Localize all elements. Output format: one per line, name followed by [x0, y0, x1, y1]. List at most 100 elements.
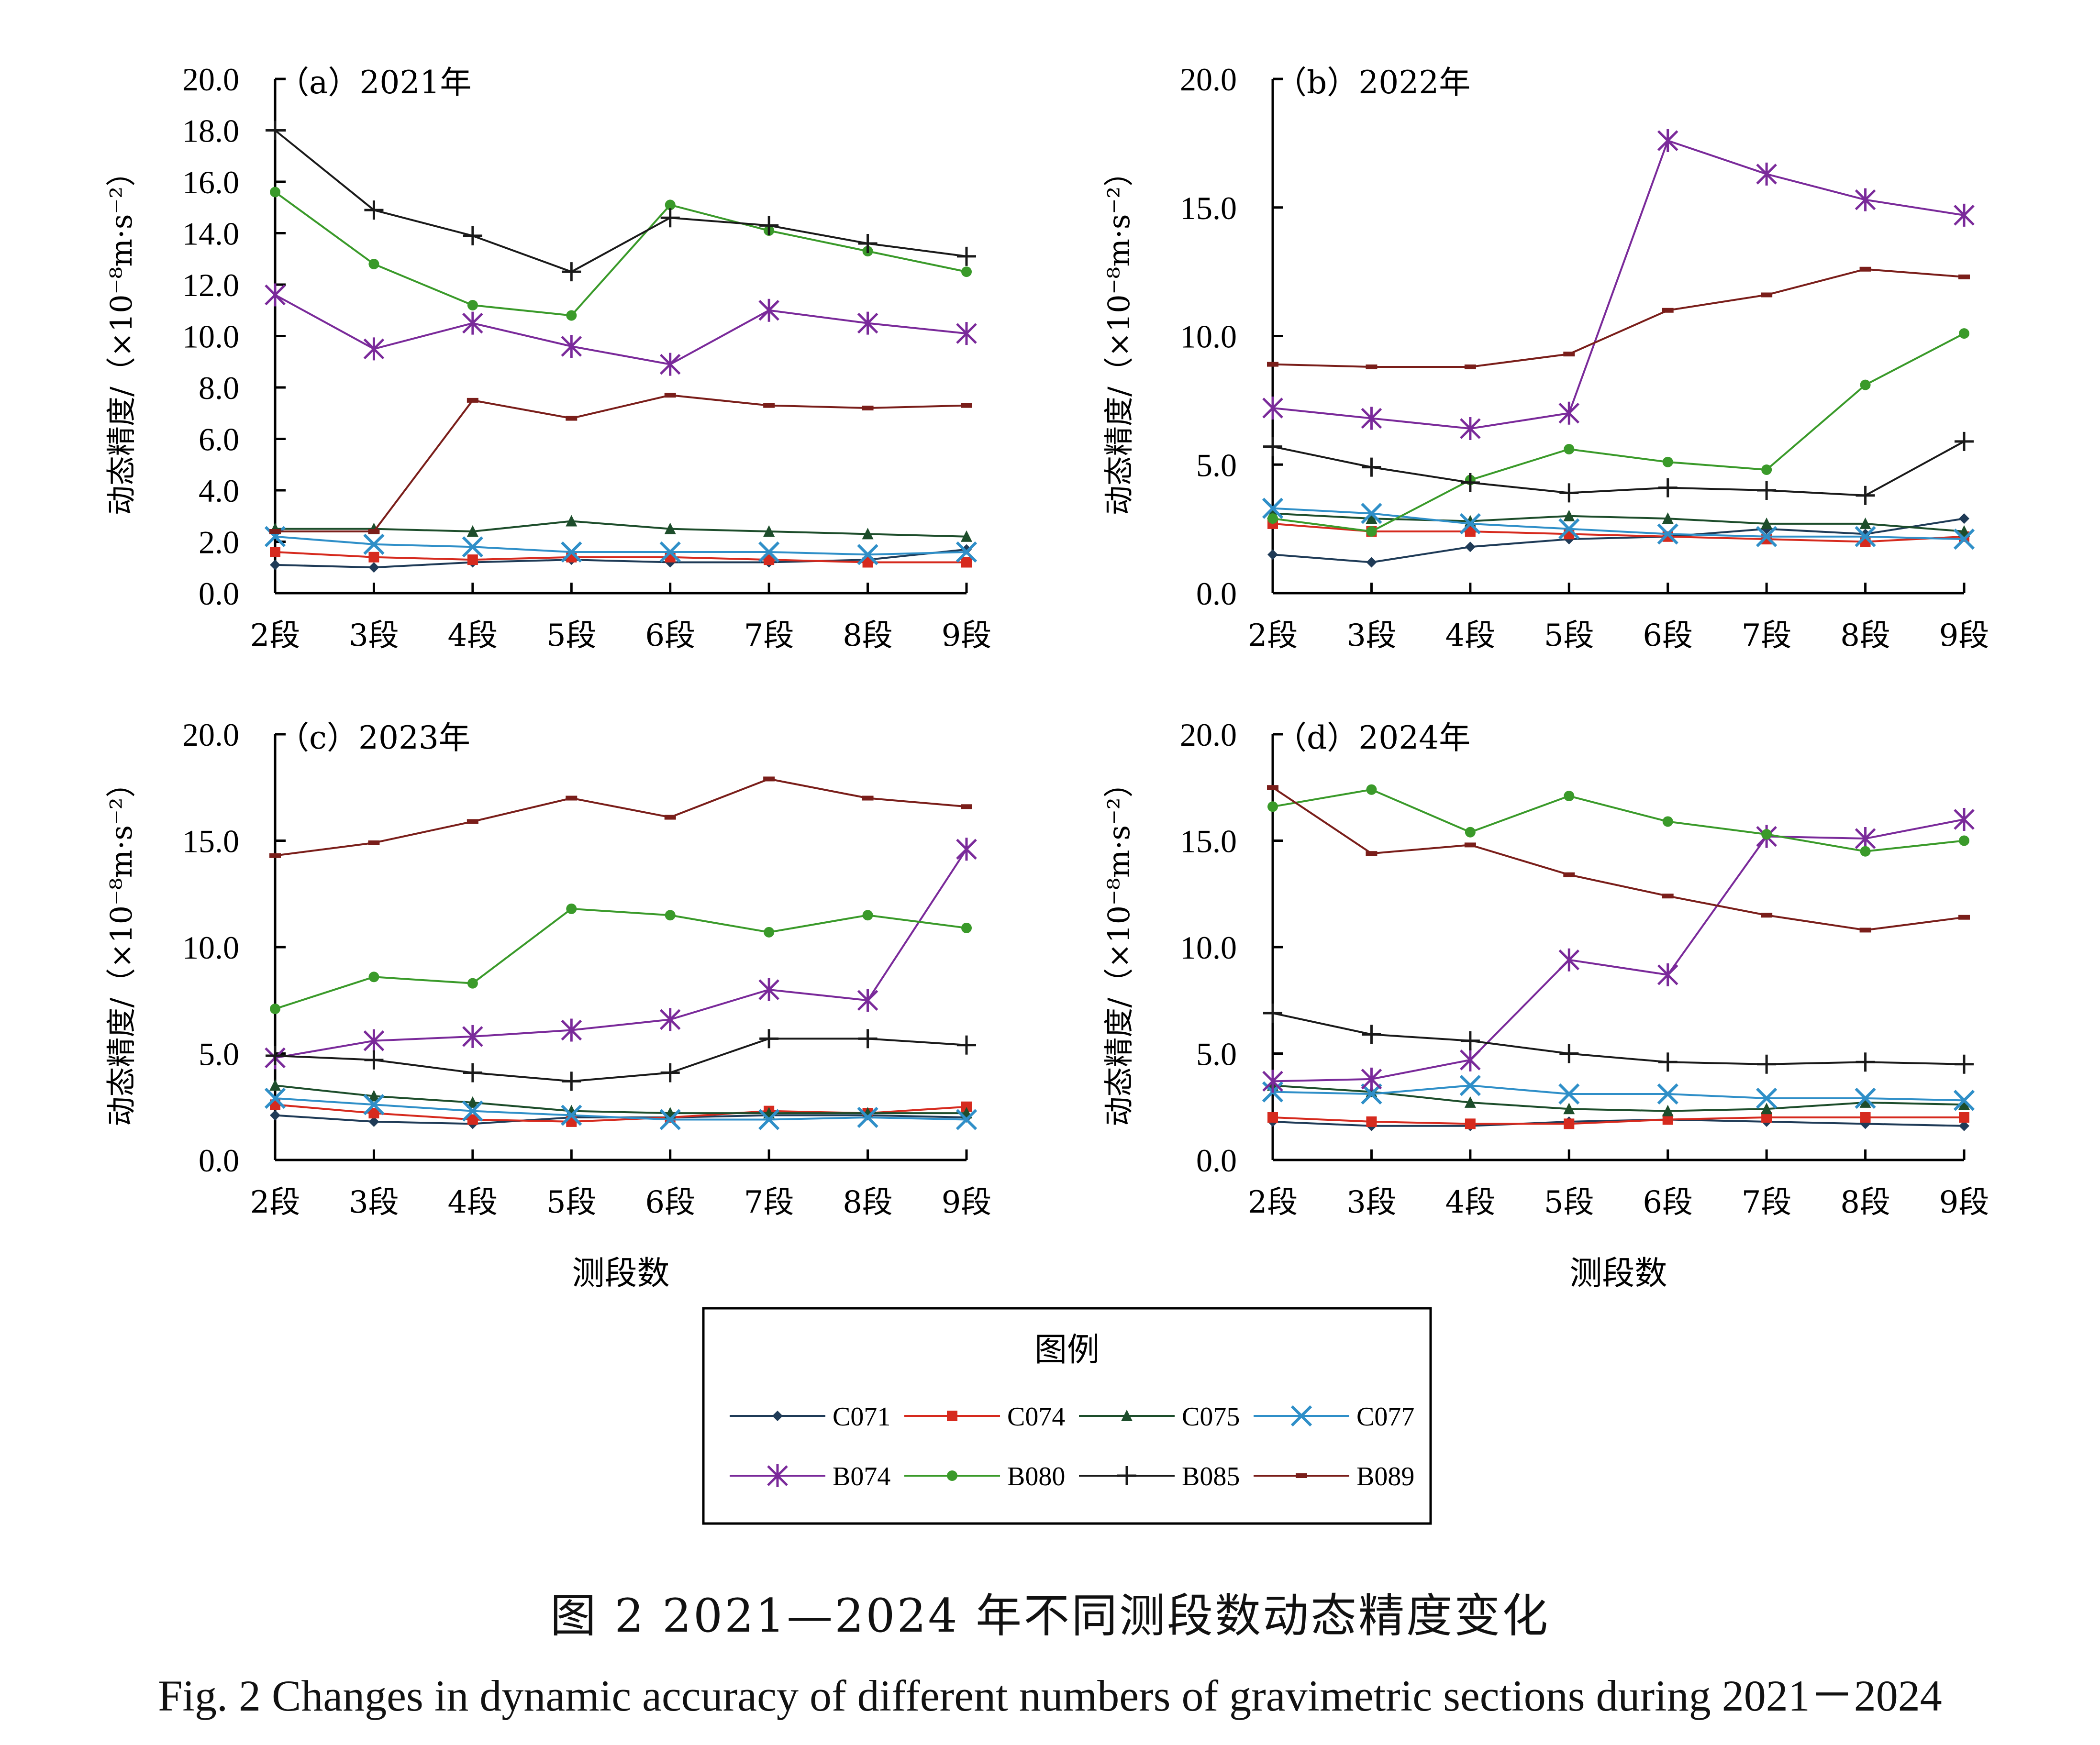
data-point-B080 [1366, 526, 1377, 537]
data-point-B074 [857, 311, 878, 335]
data-point-B089 [269, 853, 281, 858]
y-tick-label: 15.0 [1180, 190, 1237, 226]
series-line-B080 [1272, 788, 1965, 852]
legend-item-B089: B089 [1254, 1462, 1414, 1491]
legend-title: 图例 [1034, 1331, 1100, 1369]
series-line-C071 [1272, 1118, 1965, 1127]
data-point-B080 [1267, 801, 1278, 812]
data-point-B080 [1959, 835, 1969, 846]
data-point-C077 [1459, 513, 1481, 534]
x-tick-label: 4段 [1445, 1185, 1495, 1220]
data-point-B089 [1859, 928, 1871, 933]
x-tick-label: 3段 [349, 618, 399, 653]
x-tick-label: 9段 [942, 618, 992, 653]
data-point-C077-stroke [659, 1109, 681, 1130]
data-point-C077-stroke [1855, 526, 1876, 547]
data-point-C077-stroke [1657, 523, 1678, 545]
legend-label: C075 [1182, 1402, 1240, 1432]
x-tick-label: 6段 [645, 1185, 695, 1220]
y-tick-label: 12.0 [182, 267, 239, 303]
chart-panel-4: 0.0 5.0 10.0 15.0 20.0 2段 3段 4段 5段 6段 7段 8段 9段 （d）202… [1101, 717, 1989, 1292]
legend-item-C074: C074 [904, 1402, 1065, 1432]
x-tick-label: 7段 [1742, 618, 1792, 653]
data-point-B089 [1366, 851, 1378, 856]
data-point-B089 [368, 529, 380, 534]
data-point-B089 [1563, 352, 1575, 357]
y-tick-label: 14.0 [182, 216, 239, 252]
data-point-B089 [1464, 364, 1476, 369]
data-point-C075 [1958, 1098, 1970, 1110]
legend-label: B080 [1007, 1462, 1065, 1491]
y-tick-label: 10.0 [182, 929, 239, 966]
data-point-C074 [1366, 1116, 1377, 1127]
data-point-C077-stroke [1756, 526, 1778, 547]
series-C074 [1267, 1112, 1969, 1129]
series-B074 [265, 283, 977, 376]
data-point-C077 [1361, 1083, 1382, 1105]
y-tick-label: 10.0 [1180, 319, 1237, 355]
series-line-B085 [1272, 441, 1965, 497]
series-C077 [1262, 497, 1975, 550]
data-point-B085 [660, 1063, 680, 1082]
x-tick-label: 3段 [349, 1185, 399, 1220]
x-tick-label: 5段 [1544, 618, 1594, 653]
x-axis-title: 测段数 [572, 1255, 669, 1292]
series-line-B080 [1272, 332, 1965, 533]
y-tick-label: 20.0 [182, 61, 239, 98]
x-tick-label: 8段 [1840, 618, 1890, 653]
data-point-C074 [467, 554, 478, 565]
y-tick-label: 10.0 [1180, 929, 1237, 966]
data-point-C077-stroke [758, 1109, 780, 1130]
x-tick-label: 5段 [546, 1185, 597, 1220]
data-point-C077-stroke [1855, 1087, 1876, 1109]
data-point-B089 [664, 815, 676, 820]
x-tick-label: 7段 [744, 618, 794, 653]
data-point-B085 [1856, 486, 1875, 505]
data-point-B074 [956, 322, 977, 345]
data-point-C077-stroke [363, 533, 385, 555]
y-axis-title: 动态精度/（×10⁻⁸m·s⁻²） [104, 157, 139, 515]
data-point-C071 [368, 562, 379, 573]
data-point-B074 [758, 298, 779, 322]
data-point-B085 [759, 216, 779, 235]
data-point-B080 [862, 910, 873, 921]
data-point-C077-stroke [462, 1100, 483, 1122]
data-point-B080 [764, 927, 775, 938]
series-B089 [269, 776, 972, 858]
x-tick-label: 6段 [645, 618, 695, 653]
data-point-C075 [1563, 509, 1575, 521]
data-point-B089 [566, 795, 578, 801]
data-point-B074 [1855, 188, 1876, 211]
data-point-C077 [1953, 529, 1975, 550]
data-point-B089 [862, 795, 874, 801]
data-point-C077 [1361, 503, 1382, 524]
y-tick-label: 8.0 [199, 370, 239, 406]
legend-marker [947, 1411, 957, 1421]
data-point-B074 [363, 1029, 385, 1052]
data-point-B074 [1361, 407, 1382, 430]
data-point-B074 [561, 1018, 582, 1042]
legend-item-C071: C071 [730, 1402, 890, 1432]
data-point-B089 [1464, 842, 1476, 848]
data-point-C075 [1662, 1104, 1674, 1116]
data-point-B085 [957, 1035, 976, 1055]
data-point-C077-stroke [264, 1087, 286, 1109]
data-point-B085 [858, 234, 878, 253]
legend-marker [1121, 1410, 1133, 1421]
data-point-B074 [1657, 129, 1678, 152]
series-line-B089 [1272, 268, 1965, 368]
x-tick-label: 2段 [1248, 618, 1298, 653]
series-B080 [1267, 328, 1969, 537]
data-point-C077 [1855, 1087, 1876, 1109]
series-line-B089 [275, 778, 967, 857]
data-point-C071 [368, 1116, 379, 1127]
data-point-C077 [1558, 518, 1580, 540]
legend-item-B080: B080 [904, 1462, 1065, 1491]
series-B080 [270, 903, 972, 1015]
data-point-C077-stroke [462, 536, 483, 558]
data-point-B080 [467, 300, 478, 310]
data-point-C075 [1761, 1103, 1773, 1115]
data-point-B089 [566, 416, 578, 421]
legend-item-C075: C075 [1079, 1402, 1240, 1432]
x-tick-label: 7段 [1742, 1185, 1792, 1220]
